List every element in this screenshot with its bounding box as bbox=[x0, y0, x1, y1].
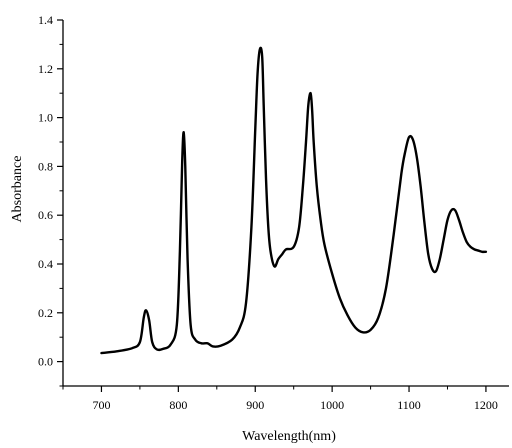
x-tick-label: 1200 bbox=[474, 398, 498, 412]
y-tick-label: 0.4 bbox=[38, 257, 53, 271]
y-tick-label: 0.6 bbox=[38, 208, 53, 222]
x-tick-label: 1000 bbox=[320, 398, 344, 412]
x-axis-title: Wavelength(nm) bbox=[242, 429, 336, 443]
y-tick-label: 0.8 bbox=[38, 159, 53, 173]
x-tick-label: 1100 bbox=[397, 398, 421, 412]
y-tick-label: 0.0 bbox=[38, 355, 53, 369]
y-tick-label: 1.0 bbox=[38, 111, 53, 125]
plot-layer bbox=[100, 46, 488, 355]
x-tick-label: 700 bbox=[92, 398, 110, 412]
y-tick-label: 1.2 bbox=[38, 62, 53, 76]
y-tick-label: 0.2 bbox=[38, 306, 53, 320]
y-axis-title: Absorbance bbox=[10, 156, 25, 223]
x-tick-label: 800 bbox=[169, 398, 187, 412]
axis-layer: 700 800 900 1000 1100 1200 0.0 0.2 0.4 0.6 0.8 1.0 1… bbox=[38, 13, 509, 412]
absorbance-series-line bbox=[100, 46, 488, 355]
x-tick-label: 900 bbox=[246, 398, 264, 412]
y-tick-label: 1.4 bbox=[38, 13, 53, 27]
